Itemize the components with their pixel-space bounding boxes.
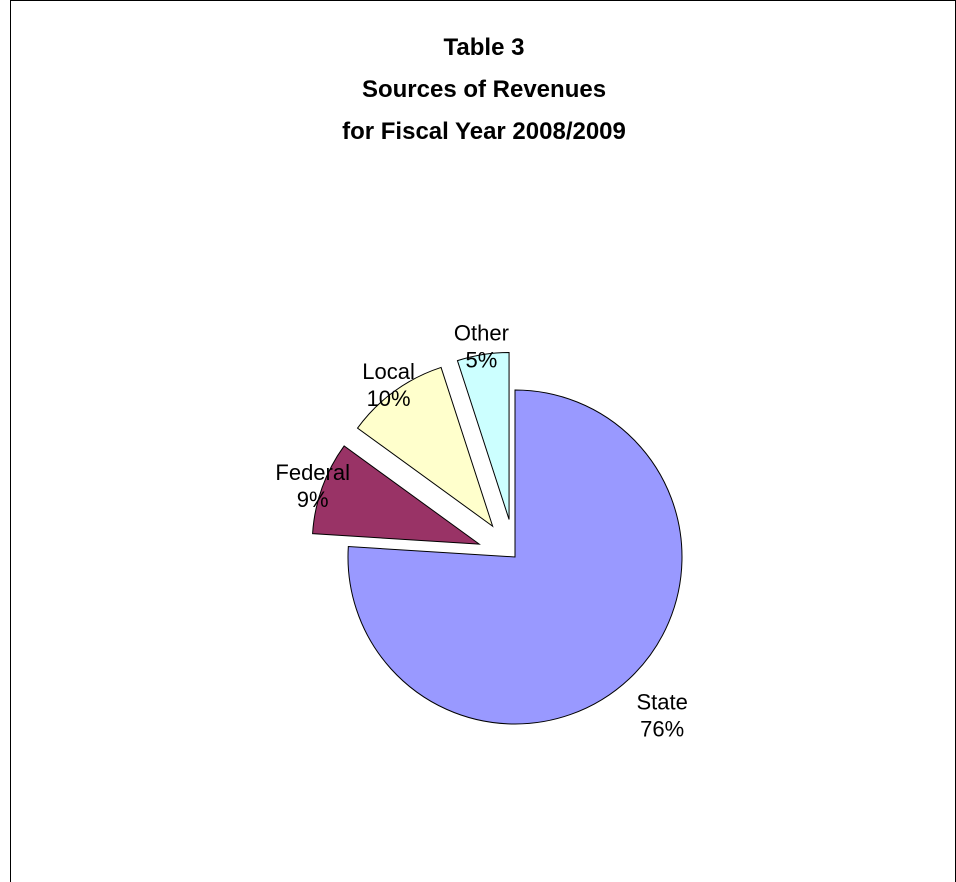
- pie-slices: [312, 351, 683, 725]
- pie-slice-other: [456, 351, 510, 520]
- pie-slice-local: [356, 366, 494, 528]
- data-label-local-name: Local: [362, 359, 415, 384]
- data-label-state-value: 76%: [640, 717, 684, 742]
- data-label-state-name: State: [637, 690, 688, 715]
- data-label-federal-name: Federal: [275, 460, 350, 485]
- chart-title-line-2: Sources of Revenues: [362, 76, 606, 103]
- data-label-other-name: Other: [454, 321, 509, 346]
- data-label-other-value: 5%: [466, 348, 498, 373]
- pie-slice-state: [347, 389, 683, 725]
- chart-title-line-1: Table 3: [444, 34, 525, 61]
- chart-title-line-3: for Fiscal Year 2008/2009: [342, 118, 626, 145]
- data-label-federal-value: 9%: [297, 487, 329, 512]
- data-label-local-value: 10%: [367, 386, 411, 411]
- pie-slice-federal: [312, 445, 481, 545]
